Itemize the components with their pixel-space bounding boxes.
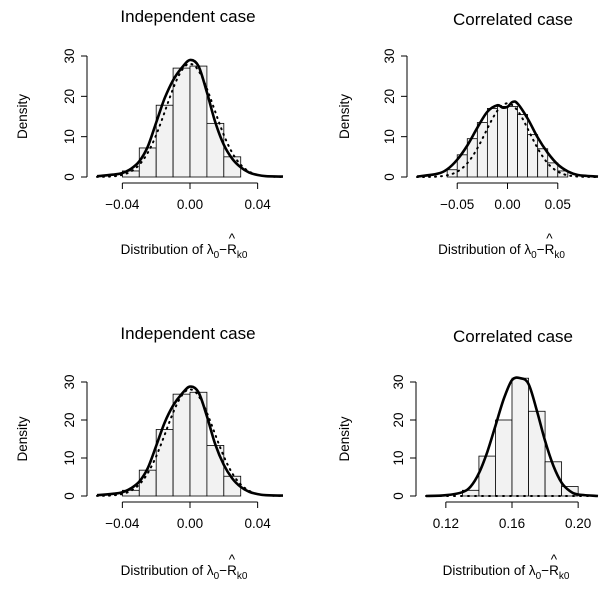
kde-density-curve xyxy=(425,376,599,498)
y-tick-label: 30 xyxy=(382,48,397,63)
histogram-bar xyxy=(511,377,529,497)
x-tick-label: 0.04 xyxy=(244,197,271,212)
histogram-bar xyxy=(557,170,569,178)
histogram-bar xyxy=(172,67,191,178)
histogram-bar xyxy=(172,393,191,497)
chart-title: Independent case xyxy=(120,324,255,343)
kde-density-curve xyxy=(96,385,284,497)
chart-title: Correlated case xyxy=(453,327,573,346)
hat-r: R xyxy=(227,242,237,257)
x-tick-label: 0.04 xyxy=(244,516,271,531)
y-tick-label: 20 xyxy=(62,412,77,427)
histogram-bar xyxy=(478,455,496,497)
hat-accent: ^ xyxy=(551,552,558,567)
hat-r: R xyxy=(227,563,237,578)
chart-panel-3: Independent case Density 0 10 20 30 −0.04 0.00 0… xyxy=(15,324,284,582)
x-tick-label: −0.04 xyxy=(105,197,140,212)
y-tick-label: 0 xyxy=(62,492,77,500)
hat-accent: ^ xyxy=(229,552,236,567)
y-tick-label: 20 xyxy=(391,412,406,427)
y-tick-label: 30 xyxy=(62,48,77,63)
y-tick-label: 20 xyxy=(62,89,77,104)
x-tick-label: −0.05 xyxy=(440,197,474,212)
chart-panel-4: Correlated case Density 0 10 20 30 0.12 0.16 0.2… xyxy=(337,327,599,582)
x-axis-label: Distribution of λ0−Rk0 xyxy=(121,563,248,582)
normal-density-curve xyxy=(96,388,284,497)
y-axis-label: Density xyxy=(15,94,30,139)
x-axis-label: Distribution of λ0−Rk0 xyxy=(438,242,565,261)
x-tick-label: 0.00 xyxy=(177,516,203,531)
y-axis-label: Density xyxy=(15,416,30,461)
x-tick-label: −0.04 xyxy=(105,516,140,531)
histogram-bar xyxy=(497,106,508,178)
hat-accent: ^ xyxy=(546,231,553,246)
hat-accent: ^ xyxy=(229,231,236,246)
x-tick-label: 0.05 xyxy=(545,197,571,212)
y-tick-label: 10 xyxy=(62,450,77,465)
histogram-bar xyxy=(495,419,513,497)
histogram-bar xyxy=(528,410,546,497)
x-tick-label: 0.00 xyxy=(177,197,203,212)
x-tick-label: 0.12 xyxy=(433,516,459,531)
x-axis-label: Distribution of λ0−Rk0 xyxy=(443,563,570,582)
y-axis-label: Density xyxy=(337,416,352,461)
x-tick-label: 0.16 xyxy=(499,516,525,531)
chart-title: Correlated case xyxy=(453,10,573,29)
histogram-bar xyxy=(547,162,559,178)
y-axis-label: Density xyxy=(337,94,352,139)
y-tick-label: 30 xyxy=(391,374,406,389)
x-tick-label: 0.00 xyxy=(494,197,520,212)
normal-density-curve xyxy=(416,102,599,178)
histogram-bar xyxy=(507,106,518,178)
x-axis-label: Distribution of λ0−Rk0 xyxy=(121,242,248,261)
hat-r: R xyxy=(549,563,559,578)
chart-title: Independent case xyxy=(120,7,255,26)
y-tick-label: 10 xyxy=(391,450,406,465)
histogram-bar xyxy=(537,148,549,178)
chart-panel-2: Correlated case Density 0 10 20 30 −0.05 0.00 0.… xyxy=(337,10,599,261)
histogram-bar xyxy=(206,445,225,497)
y-tick-label: 10 xyxy=(382,129,397,144)
y-tick-label: 20 xyxy=(382,89,397,104)
kde-density-curve xyxy=(416,100,599,178)
histogram-bar xyxy=(206,122,225,178)
y-tick-label: 0 xyxy=(391,492,406,500)
y-tick-label: 0 xyxy=(62,173,77,181)
y-tick-label: 30 xyxy=(62,374,77,389)
hat-r: R xyxy=(545,242,555,257)
chart-panel-1: Independent case Density 0 10 20 30 −0.04 0.00 0… xyxy=(15,7,284,261)
y-tick-label: 10 xyxy=(62,129,77,144)
y-tick-label: 0 xyxy=(382,173,397,181)
kde-density-curve xyxy=(96,58,284,178)
x-tick-label: 0.20 xyxy=(565,516,591,531)
histogram-bar xyxy=(486,108,498,178)
